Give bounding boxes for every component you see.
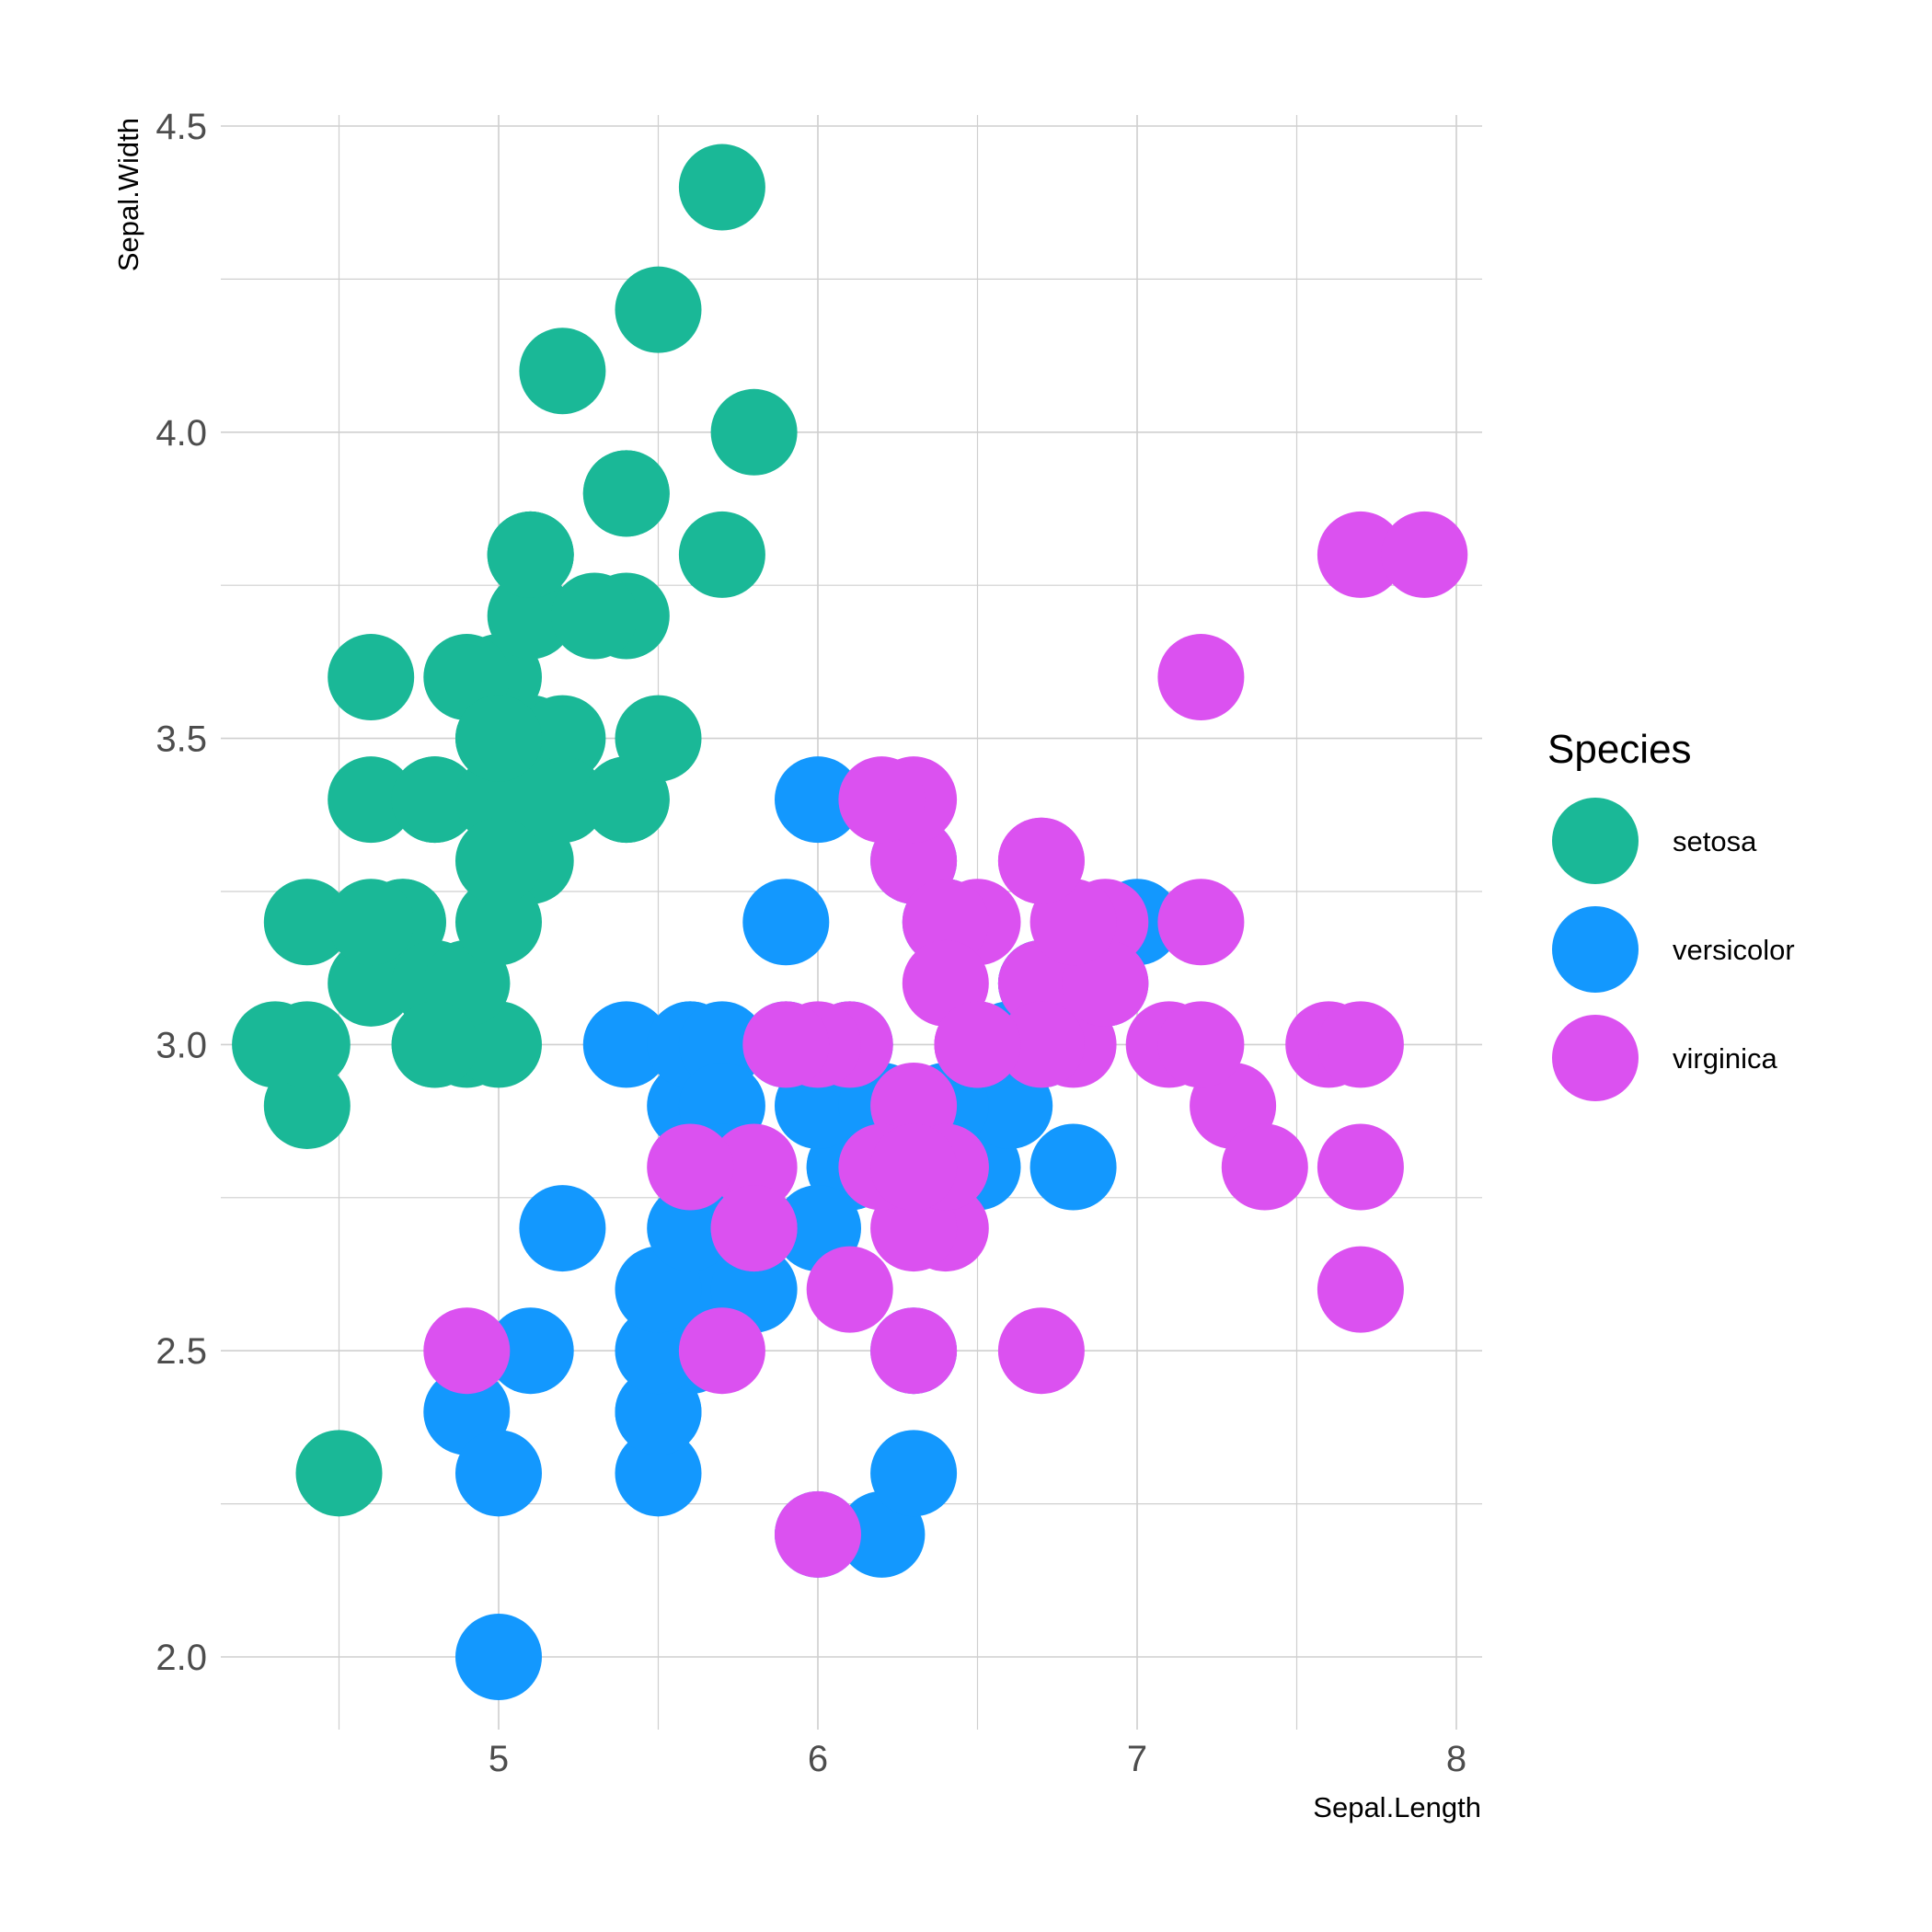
y-tick-label: 3.5 <box>155 719 207 760</box>
legend-label-virginica: virginica <box>1673 1042 1777 1075</box>
point-versicolor <box>775 756 861 844</box>
point-setosa <box>455 695 542 782</box>
point-virginica <box>997 817 1085 904</box>
point-virginica <box>1157 634 1245 721</box>
point-setosa <box>391 1001 478 1088</box>
point-setosa <box>519 328 606 415</box>
point-virginica <box>838 756 926 844</box>
point-virginica <box>710 1185 798 1272</box>
point-virginica <box>710 1123 798 1211</box>
legend-title: Species <box>1547 727 1692 772</box>
point-virginica <box>1317 1246 1404 1333</box>
point-virginica <box>423 1307 511 1395</box>
legend: Species setosa versicolor virginica <box>1547 727 1795 1101</box>
point-setosa <box>678 144 765 231</box>
point-setosa <box>551 572 638 660</box>
point-versicolor <box>678 1001 765 1088</box>
point-virginica <box>870 1123 958 1211</box>
point-versicolor <box>519 1185 606 1272</box>
point-virginica <box>806 1246 893 1333</box>
x-tick-label: 8 <box>1446 1739 1466 1779</box>
y-tick-label: 2.5 <box>155 1331 207 1372</box>
y-tick-label: 2.0 <box>155 1638 207 1678</box>
point-virginica <box>1381 511 1468 598</box>
point-virginica <box>934 1001 1021 1088</box>
y-tick-label: 4.0 <box>155 413 207 454</box>
point-virginica <box>1317 1123 1404 1211</box>
x-axis-ticks: 5 6 7 8 <box>489 1739 1466 1779</box>
point-virginica <box>1157 1001 1245 1088</box>
point-setosa <box>263 1001 351 1088</box>
point-versicolor <box>582 1001 670 1088</box>
point-setosa <box>391 756 478 844</box>
point-versicolor <box>615 1430 702 1517</box>
x-tick-label: 7 <box>1127 1739 1147 1779</box>
point-setosa <box>582 450 670 537</box>
point-setosa <box>615 695 702 782</box>
legend-label-versicolor: versicolor <box>1673 934 1795 966</box>
point-virginica <box>1221 1123 1308 1211</box>
point-setosa <box>710 388 798 476</box>
point-virginica <box>1157 879 1245 966</box>
x-axis-title: Sepal.Length <box>1313 1791 1481 1823</box>
point-virginica <box>870 1307 958 1395</box>
point-virginica <box>647 1123 734 1211</box>
point-setosa <box>455 879 542 966</box>
y-axis-title: Sepal.Width <box>112 118 144 271</box>
point-versicolor <box>742 879 830 966</box>
point-virginica <box>678 1307 765 1395</box>
point-setosa <box>487 511 574 598</box>
legend-key-virginica <box>1552 1015 1639 1101</box>
x-tick-label: 5 <box>489 1739 509 1779</box>
point-versicolor <box>487 1307 574 1395</box>
point-virginica <box>997 1001 1085 1088</box>
point-setosa <box>328 634 415 721</box>
point-setosa <box>328 756 415 844</box>
point-virginica <box>997 1307 1085 1395</box>
legend-key-versicolor <box>1552 906 1639 993</box>
point-setosa <box>328 879 415 966</box>
legend-key-setosa <box>1552 798 1639 884</box>
point-versicolor <box>1029 1123 1117 1211</box>
point-setosa <box>615 266 702 353</box>
y-tick-label: 4.5 <box>155 107 207 147</box>
data-points <box>232 144 1468 1700</box>
y-tick-label: 3.0 <box>155 1025 207 1065</box>
point-setosa <box>455 817 542 904</box>
legend-label-setosa: setosa <box>1673 825 1757 857</box>
point-virginica <box>1317 1001 1404 1088</box>
point-versicolor <box>615 1307 702 1395</box>
point-virginica <box>902 879 989 966</box>
point-versicolor <box>870 1430 958 1517</box>
point-setosa <box>295 1430 383 1517</box>
point-virginica <box>1317 511 1404 598</box>
point-setosa <box>263 879 351 966</box>
y-axis-ticks: 2.0 2.5 3.0 3.5 4.0 4.5 <box>155 107 207 1678</box>
point-versicolor <box>455 1430 542 1517</box>
point-versicolor <box>455 1614 542 1700</box>
x-tick-label: 6 <box>808 1739 828 1779</box>
point-setosa <box>487 572 574 660</box>
point-virginica <box>775 1490 861 1578</box>
point-setosa <box>678 511 765 598</box>
point-versicolor <box>615 1368 702 1455</box>
point-virginica <box>742 1001 830 1088</box>
